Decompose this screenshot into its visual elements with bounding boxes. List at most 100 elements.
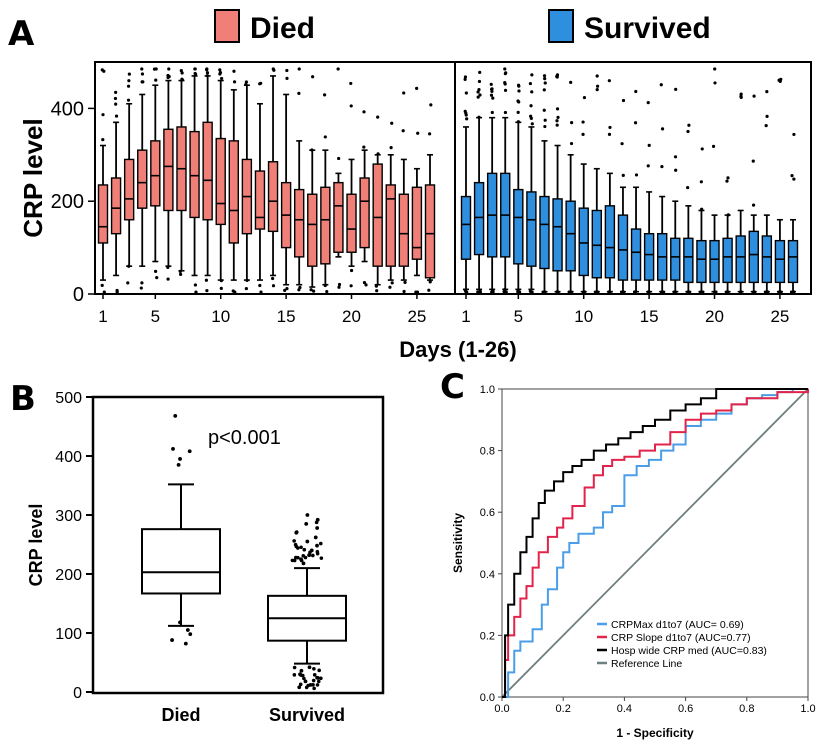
b-survived-outlier <box>318 541 323 546</box>
a-survived-outlier <box>724 290 729 294</box>
b-survived-outlier <box>292 665 297 670</box>
a-survived-outlier <box>647 143 651 147</box>
a-died-outlier <box>233 290 237 294</box>
a-survived-outlier <box>687 123 691 127</box>
a-died-outlier <box>390 121 394 125</box>
a-survived-outlier <box>530 122 534 126</box>
a-survived-outlier <box>543 77 547 81</box>
a-died-outlier <box>193 283 198 287</box>
a-survived-outlier <box>699 180 703 184</box>
a-survived-outlier <box>542 88 546 92</box>
b-died-outlier <box>178 620 182 625</box>
a-survived-box-day-10 <box>578 207 589 277</box>
a-died-outlier <box>323 283 327 288</box>
a-survived-outlier <box>711 144 716 148</box>
a-died-outlier <box>389 146 393 150</box>
a-survived-outlier <box>777 290 781 294</box>
c-legend-label-3: Reference Line <box>611 658 682 670</box>
b-died-outlier <box>183 641 188 646</box>
a-survived-outlier <box>674 87 678 91</box>
b-survived-outlier <box>294 530 299 534</box>
a-died-outlier <box>127 264 131 268</box>
a-died-outlier <box>285 68 289 73</box>
a-survived-outlier <box>528 81 533 86</box>
a-died-outlier <box>100 68 104 72</box>
b-survived-outlier <box>295 546 300 550</box>
legend-swatch-survived <box>548 9 574 43</box>
a-died-box-day-5 <box>150 140 161 207</box>
b-died-outlier <box>171 447 175 451</box>
b-survived-outlier <box>319 556 324 560</box>
a-survived-outlier <box>790 174 794 178</box>
a-died-box-day-13 <box>254 170 266 230</box>
a-x-tick-label: 20 <box>705 307 724 326</box>
a-survived-outlier <box>595 88 599 92</box>
b-died-outlier <box>173 413 178 418</box>
a-died-outlier <box>244 80 248 84</box>
a-died-outlier <box>402 289 406 294</box>
a-died-outlier <box>258 82 262 86</box>
b-died-outlier <box>176 462 181 467</box>
c-x-tick-label: 0.0 <box>494 703 509 715</box>
a-died-box-day-21 <box>359 177 370 249</box>
panel-a-xlabel: Days (1-26) <box>399 337 516 362</box>
b-survived-outlier <box>290 558 295 563</box>
a-survived-outlier <box>646 164 650 168</box>
a-survived-outlier <box>791 290 795 294</box>
a-died-outlier <box>297 67 301 71</box>
a-survived-outlier <box>621 98 626 103</box>
b-survived-outlier <box>293 542 298 547</box>
panel-b-xlabel-survived: Survived <box>269 705 345 725</box>
b-survived-outlier <box>305 513 310 517</box>
a-survived-outlier <box>646 101 650 105</box>
a-died-outlier <box>166 265 170 269</box>
a-survived-outlier <box>555 107 560 111</box>
a-survived-box-day-18 <box>683 237 694 284</box>
a-died-outlier <box>349 268 354 273</box>
a-died-outlier <box>349 81 353 86</box>
a-survived-outlier <box>634 89 638 94</box>
a-died-outlier <box>140 72 145 76</box>
a-died-box-day-24 <box>398 193 410 267</box>
a-survived-outlier <box>516 110 520 114</box>
a-died-outlier <box>219 286 223 291</box>
c-y-tick-label: 0.2 <box>480 630 495 642</box>
a-died-outlier <box>337 282 342 287</box>
a-died-outlier <box>283 288 287 292</box>
a-survived-box-day-15 <box>643 232 655 281</box>
a-died-outlier <box>362 145 366 149</box>
a-x-tick-label: 1 <box>461 307 470 326</box>
panel-c-xlabel: 1 - Specificity <box>616 726 694 740</box>
b-survived-outlier <box>294 555 298 560</box>
a-died-outlier <box>140 67 144 71</box>
b-survived-outlier <box>311 678 316 683</box>
b-survived-outlier <box>299 558 304 563</box>
b-survived-outlier <box>317 668 321 673</box>
a-survived-outlier <box>621 173 625 177</box>
b-y-tick-label: 200 <box>55 567 82 584</box>
a-survived-outlier <box>489 82 493 86</box>
panel-b-ylabel: CRP level <box>26 504 46 587</box>
a-died-outlier <box>311 75 315 79</box>
a-died-outlier <box>204 278 208 282</box>
a-died-box-day-6 <box>163 128 174 212</box>
a-died-outlier <box>205 68 209 72</box>
a-survived-outlier <box>582 290 586 294</box>
b-survived-outlier <box>314 520 319 525</box>
a-survived-outlier <box>713 81 717 85</box>
c-x-tick-label: 0.8 <box>739 703 754 715</box>
a-survived-outlier <box>608 125 612 130</box>
b-y-tick-label: 0 <box>73 685 82 702</box>
a-survived-outlier <box>686 185 690 190</box>
a-survived-outlier <box>464 290 468 294</box>
a-died-outlier <box>205 289 209 293</box>
a-x-tick-label: 5 <box>514 307 523 326</box>
a-survived-outlier <box>713 67 717 71</box>
a-survived-outlier <box>529 104 533 108</box>
a-died-outlier <box>218 71 223 75</box>
panel-label-a: A <box>8 14 35 54</box>
a-survived-outlier <box>594 290 598 294</box>
panel-label-b: B <box>10 379 36 419</box>
a-x-tick-label: 15 <box>640 307 659 326</box>
a-died-box-day-14 <box>267 161 279 233</box>
